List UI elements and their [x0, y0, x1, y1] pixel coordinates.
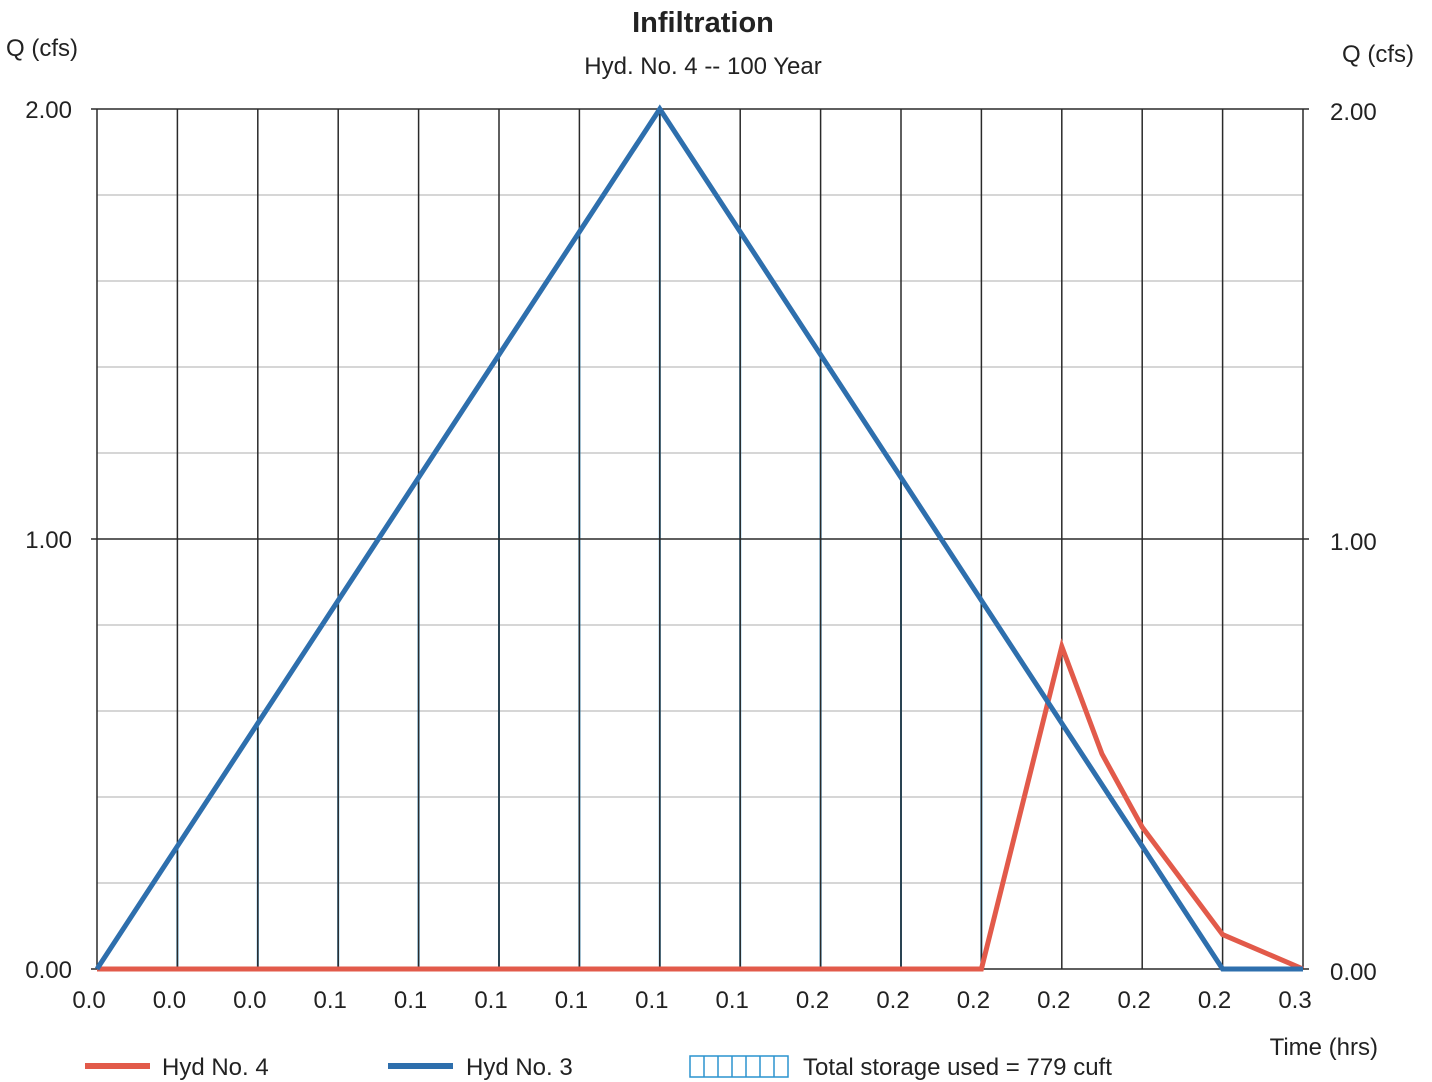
x-tick-label: 0.1 — [635, 987, 668, 1014]
y-tick-label-right: 1.00 — [1330, 529, 1377, 556]
x-axis-title: Time (hrs) — [1270, 1034, 1378, 1061]
x-tick-labels: 0.0 0.0 0.0 0.1 0.1 0.1 0.1 0.1 0.1 0.2 0.2 0.2 0.2 0… — [72, 987, 1311, 1014]
y-axis-title-right: Q (cfs) — [1342, 41, 1414, 68]
legend-label-storage: Total storage used = 779 cuft — [803, 1054, 1112, 1081]
series-line-hyd-4 — [97, 638, 1304, 972]
chart-title: Infiltration — [632, 7, 774, 39]
legend: Hyd No. 4 Hyd No. 3 Total storage used =… — [85, 1054, 1112, 1081]
x-tick-label: 0.2 — [796, 987, 829, 1014]
x-tick-label: 0.2 — [876, 987, 909, 1014]
x-tick-label: 0.1 — [314, 987, 347, 1014]
y-tick-label-right: 2.00 — [1330, 99, 1377, 126]
x-tick-label: 0.0 — [233, 987, 266, 1014]
x-tick-label: 0.0 — [72, 987, 105, 1014]
y-tick-labels: 0.00 0.00 1.00 1.00 2.00 2.00 — [25, 97, 1376, 986]
legend-swatch-storage — [689, 1055, 789, 1078]
y-tick-label-right: 0.00 — [1330, 959, 1377, 986]
y-tick-label-left: 2.00 — [25, 97, 72, 124]
series-line-hyd-3 — [94, 104, 1303, 972]
x-tick-label: 0.3 — [1278, 987, 1311, 1014]
storage-swatch-box — [689, 1055, 789, 1078]
x-tick-label: 0.1 — [474, 987, 507, 1014]
legend-label-hyd-3: Hyd No. 3 — [466, 1054, 573, 1081]
y-tick-label-left: 0.00 — [25, 957, 72, 984]
chart-subtitle: Hyd. No. 4 -- 100 Year — [584, 53, 821, 80]
series-lines — [94, 104, 1304, 972]
x-tick-label: 0.2 — [1037, 987, 1070, 1014]
y-tick-label-left: 1.00 — [25, 527, 72, 554]
legend-item-hyd-4: Hyd No. 4 — [85, 1054, 269, 1081]
x-tick-label: 0.1 — [555, 987, 588, 1014]
x-tick-label: 0.2 — [1118, 987, 1151, 1014]
legend-label-hyd-4: Hyd No. 4 — [162, 1054, 269, 1081]
y-axis-title-left: Q (cfs) — [6, 35, 78, 62]
x-tick-label: 0.2 — [1198, 987, 1231, 1014]
x-tick-label: 0.0 — [153, 987, 186, 1014]
legend-item-storage: Total storage used = 779 cuft — [689, 1054, 1112, 1081]
major-gridlines — [91, 108, 1309, 970]
x-tick-label: 0.1 — [394, 987, 427, 1014]
minor-gridlines — [97, 194, 1303, 884]
x-tick-label: 0.1 — [716, 987, 749, 1014]
legend-item-hyd-3: Hyd No. 3 — [388, 1054, 573, 1081]
x-tick-label: 0.2 — [957, 987, 990, 1014]
